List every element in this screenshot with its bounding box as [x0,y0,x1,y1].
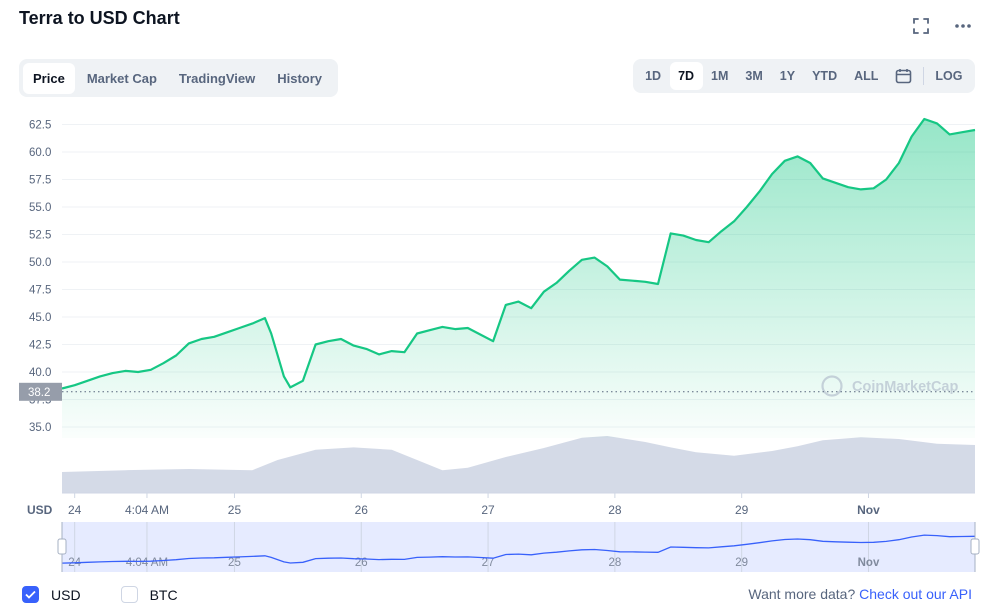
currency-toggle: USD BTC [22,586,204,603]
navigator-handle-right[interactable] [970,538,980,555]
navigator-tick-label: 28 [608,557,621,569]
volume-shape [62,436,975,493]
api-promo: Want more data? Check out our API [748,586,972,602]
navigator-handle-left[interactable] [57,538,67,555]
price-area-fill [62,119,975,438]
x-tick-label: 29 [735,503,749,517]
x-axis-ticks: 24 4:04 AM 25 26 27 28 29 Nov [62,492,975,517]
current-price-label: 38.2 [28,387,50,399]
navigator-tick-label: 26 [355,557,368,569]
price-area [61,117,976,438]
current-price-badge [19,382,62,401]
x-tick-label: 25 [228,503,242,517]
more-icon[interactable] [953,16,973,36]
time-range-selector: 1D 7D 1M 3M 1Y YTD ALL LOG [632,59,975,93]
btc-label: BTC [149,586,178,603]
x-tick-label: 27 [481,503,495,517]
x-tick-label: 28 [608,503,622,517]
range-1m[interactable]: 1M [711,69,729,83]
tab-market-cap[interactable]: Market Cap [86,70,157,86]
range-1y[interactable]: 1Y [779,69,796,83]
usd-check-icon [22,586,39,603]
fullscreen-icon[interactable] [911,16,931,36]
api-link[interactable]: Check out our API [859,586,972,602]
navigator-tick-label: 4:04 AM [126,557,168,569]
tab-history[interactable]: History [277,70,323,86]
navigator-line [61,534,976,564]
tab-tradingview[interactable]: TradingView [178,70,256,86]
chart-tabs: Price Market Cap TradingView History [19,59,339,97]
price-line [61,117,976,390]
range-ytd[interactable]: YTD [812,69,838,83]
y-tick-label: 62.5 [29,120,51,132]
y-tick-label: 60.0 [29,147,51,159]
range-1d[interactable]: 1D [645,69,662,83]
y-tick-label: 40.0 [29,367,51,379]
price-chart[interactable]: 35.037.540.042.545.047.550.052.555.057.5… [0,100,999,578]
x-tick-label: 4:04 AM [125,503,169,517]
x-axis-unit: USD [27,503,53,517]
x-tick-label: Nov [857,503,880,517]
navigator-tick-label: 29 [735,557,748,569]
y-tick-label: 57.5 [29,175,51,187]
tab-price[interactable]: Price [23,62,75,94]
x-tick-label: 26 [355,503,369,517]
calendar-icon[interactable] [887,61,920,91]
x-tick-label: 24 [68,503,82,517]
y-tick-label: 52.5 [29,230,51,242]
log-toggle[interactable]: LOG [935,69,963,83]
range-7d[interactable]: 7D [669,62,703,90]
btc-checkbox[interactable]: BTC [120,586,178,603]
y-tick-label: 45.0 [29,312,51,324]
api-promo-text: Want more data? [748,586,856,602]
range-all[interactable]: ALL [854,69,879,83]
navigator-tick-label: Nov [858,557,880,569]
chart-actions [911,16,973,36]
navigator-tick-label: 25 [228,557,241,569]
current-price-tag: 38.2 [19,382,975,401]
y-tick-label: 47.5 [29,285,51,297]
navigator-tick-label: 27 [482,557,495,569]
range-navigator: 24 4:04 AM 25 26 27 28 29 Nov [57,522,980,572]
volume-area [62,436,975,493]
usd-checkbox[interactable]: USD [22,586,81,603]
y-tick-label: 55.0 [29,202,51,214]
y-tick-label: 50.0 [29,257,51,269]
coinmarketcap-watermark: CoinMarketCap [821,375,958,397]
usd-label: USD [51,586,81,603]
y-tick-label: 35.0 [29,422,51,434]
coinmarketcap-logo [821,375,843,397]
y-tick-label: 42.5 [29,340,51,352]
range-3m[interactable]: 3M [745,69,763,83]
navigator-selection [62,522,975,572]
page-title: Terra to USD Chart [19,8,180,28]
range-divider [922,67,924,85]
btc-check-icon [120,586,138,603]
watermark-text: CoinMarketCap [852,379,958,395]
